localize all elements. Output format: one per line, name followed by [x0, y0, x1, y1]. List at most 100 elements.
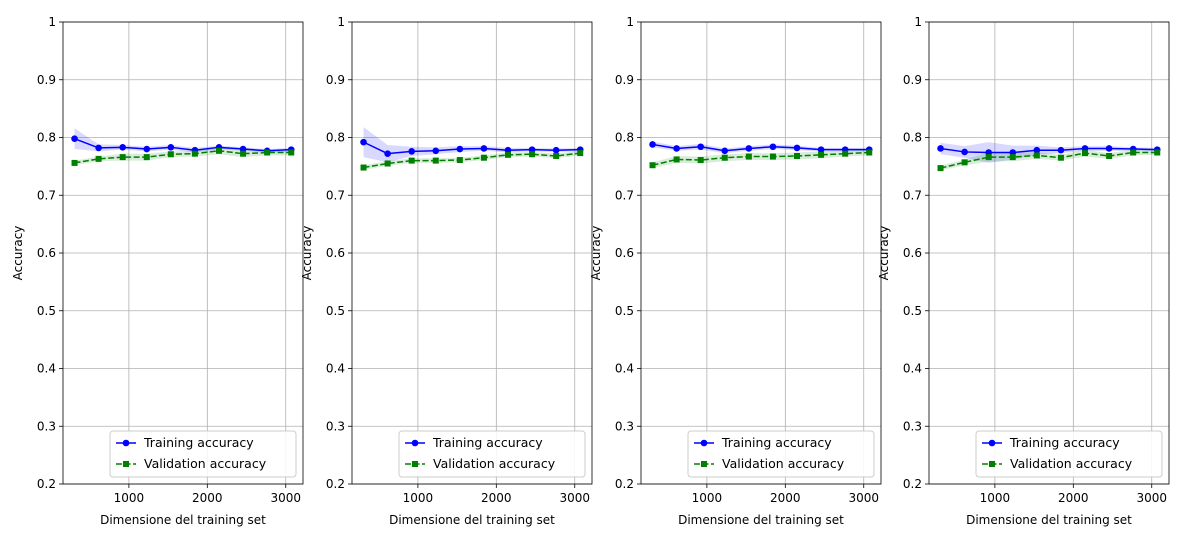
validation-point: [71, 159, 78, 166]
training-point: [480, 145, 488, 152]
legend-marker-training: [988, 439, 996, 447]
validation-point: [745, 153, 752, 160]
legend-marker-training: [700, 439, 708, 447]
validation-point: [649, 162, 656, 169]
y-axis-label: Accuracy: [300, 226, 314, 281]
axes-frame: [62, 21, 304, 485]
y-tick-label: 0.8: [37, 131, 56, 145]
training-point: [71, 135, 78, 142]
validation-point: [119, 154, 126, 161]
training-accuracy-line: [652, 143, 870, 152]
y-tick-label: 0.3: [903, 419, 922, 433]
legend-box: [975, 430, 1163, 478]
validation-point: [240, 150, 247, 157]
legend-label-validation: Validation accuracy: [722, 456, 845, 471]
validation-point: [1009, 154, 1016, 161]
x-tick-label: 2000: [481, 491, 512, 505]
validation-point: [794, 152, 800, 159]
training-point: [1033, 146, 1041, 154]
x-axis-label: Dimensione del training set: [100, 513, 266, 527]
validation-point: [961, 159, 968, 166]
validation-point: [769, 153, 776, 160]
validation-point: [95, 155, 102, 162]
y-tick-label: 0.5: [903, 304, 922, 318]
grid: 1000 2000 3000 0.2 0.3 0.4 0.5 0.6 0.7 0.8 0.9 1: [326, 15, 592, 505]
y-tick-label: 0.6: [903, 246, 922, 260]
y-tick-label: 0.5: [615, 304, 634, 318]
x-axis-label: Dimensione del training set: [678, 513, 844, 527]
training-point: [745, 145, 753, 152]
validation-point: [408, 157, 415, 164]
plot-area: [71, 128, 295, 166]
y-tick-label: 0.6: [615, 246, 634, 260]
y-tick-label: 0.7: [615, 188, 634, 202]
legend-label-training: Training accuracy: [1009, 435, 1120, 450]
y-tick-label: 0.9: [615, 73, 634, 87]
validation-point: [673, 156, 680, 163]
training-point: [143, 145, 151, 153]
axes-frame: [928, 21, 1170, 485]
training-point: [119, 144, 126, 151]
validation-point: [553, 152, 560, 159]
y-tick-label: 0.2: [37, 477, 56, 491]
subplot-2: 1000 2000 3000 0.2 0.3 0.4 0.5 0.6 0.7 0.8 0.9 1 Di…: [300, 15, 593, 527]
training-point: [817, 146, 825, 153]
validation-accuracy-line: [652, 151, 870, 166]
validation-point: [191, 150, 198, 157]
plot-area: [360, 127, 584, 171]
x-tick-label: 1000: [980, 491, 1011, 505]
y-tick-label: 0.8: [615, 131, 634, 145]
x-tick-label: 2000: [192, 491, 223, 505]
training-point: [697, 143, 704, 151]
x-tick-label: 1000: [403, 491, 434, 505]
legend-label-training: Training accuracy: [432, 435, 543, 450]
legend-box: [398, 430, 586, 478]
validation-point: [1082, 150, 1088, 157]
validation-point: [432, 157, 439, 164]
y-tick-label: 0.9: [903, 73, 922, 87]
plot-area: [937, 142, 1161, 172]
training-point: [360, 138, 367, 146]
validation-point: [866, 149, 873, 156]
y-tick-label: 0.9: [326, 73, 345, 87]
y-tick-label: 0.7: [326, 188, 345, 202]
legend-marker-validation: [701, 461, 707, 467]
training-accuracy-line: [940, 147, 1158, 154]
y-tick-label: 0.5: [37, 304, 56, 318]
y-tick-label: 0.3: [615, 419, 634, 433]
validation-point: [721, 154, 728, 161]
validation-point: [360, 164, 367, 171]
training-accuracy-line: [363, 141, 581, 155]
y-tick-label: 0.4: [326, 362, 345, 376]
training-point: [721, 147, 729, 155]
legend-marker-validation: [989, 461, 995, 467]
x-axis-label: Dimensione del training set: [966, 513, 1132, 527]
y-tick-label: 0.2: [903, 477, 922, 491]
y-tick-label: 0.2: [615, 477, 634, 491]
y-tick-label: 0.4: [615, 362, 634, 376]
x-tick-label: 2000: [1058, 491, 1089, 505]
y-tick-label: 0.4: [37, 362, 56, 376]
y-tick-label: 0.8: [326, 131, 345, 145]
training-point: [673, 145, 680, 152]
training-point: [793, 144, 801, 152]
validation-accuracy-line: [363, 152, 581, 169]
validation-point: [456, 157, 463, 164]
validation-accuracy-line: [74, 150, 292, 164]
training-std-band: [74, 128, 292, 153]
validation-std-band: [652, 149, 870, 169]
legend-marker-training: [122, 439, 130, 447]
validation-point: [143, 154, 150, 161]
validation-point: [167, 151, 174, 158]
validation-point: [842, 150, 849, 157]
validation-std-band: [74, 147, 292, 166]
validation-point: [384, 160, 391, 167]
y-tick-label: 0.7: [37, 188, 56, 202]
y-tick-label: 0.7: [903, 188, 922, 202]
validation-point: [529, 151, 536, 158]
legend-label-training: Training accuracy: [721, 435, 832, 450]
x-tick-label: 3000: [1136, 491, 1167, 505]
legend-box: [687, 430, 875, 478]
validation-std-band: [363, 150, 581, 170]
legend-marker-validation: [412, 461, 418, 467]
